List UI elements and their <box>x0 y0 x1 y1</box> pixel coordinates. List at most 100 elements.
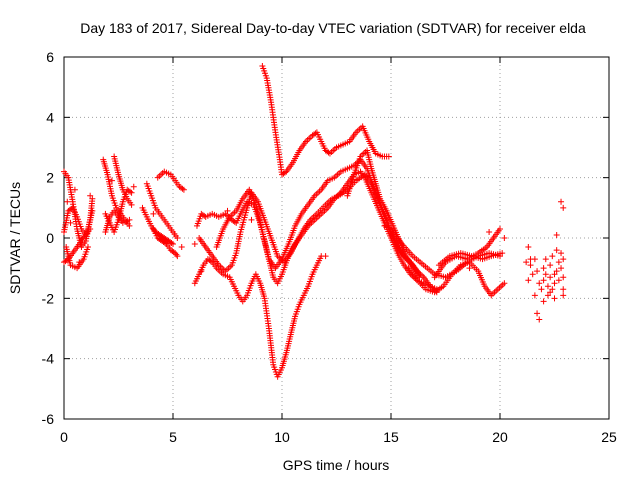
data-point <box>128 189 135 196</box>
data-point <box>174 253 181 260</box>
data-point <box>501 235 508 241</box>
y-tick-label: 0 <box>46 230 54 246</box>
data-point <box>538 286 545 293</box>
data-point <box>525 244 532 251</box>
y-tick-label: 6 <box>46 49 54 65</box>
data-point <box>385 153 392 160</box>
data-point <box>549 286 556 293</box>
x-tick-label: 25 <box>601 429 617 445</box>
data-point <box>555 259 562 266</box>
data-point <box>551 271 558 278</box>
data-point <box>198 268 205 275</box>
data-point <box>170 249 177 256</box>
data-point <box>551 280 558 287</box>
x-tick-labels: 0 5 10 15 20 25 <box>60 429 617 445</box>
data-point <box>89 195 96 202</box>
data-point <box>497 225 503 232</box>
data-point <box>501 280 508 287</box>
data-point <box>527 256 534 263</box>
data-point <box>542 256 549 263</box>
data-point <box>560 204 567 211</box>
data-point <box>527 262 534 269</box>
data-point <box>68 205 75 212</box>
data-point <box>525 277 532 284</box>
data-point <box>544 283 551 290</box>
data-point <box>87 192 94 199</box>
data-point <box>466 265 473 272</box>
data-point <box>558 265 565 272</box>
data-point <box>191 241 198 248</box>
y-tick-label: -6 <box>42 411 55 427</box>
data-point <box>312 130 319 137</box>
x-tick-label: 5 <box>169 429 177 445</box>
data-point <box>553 247 560 254</box>
data-point <box>560 286 567 293</box>
tick-marks <box>63 56 610 420</box>
data-point <box>555 277 562 284</box>
y-axis-label: SDTVAR / TECUs <box>7 182 23 294</box>
data-point <box>231 218 238 225</box>
data-point <box>560 292 567 299</box>
chart-title: Day 183 of 2017, Sidereal Day-to-day VTE… <box>80 20 586 36</box>
y-tick-labels: -6 -4 -2 0 2 4 6 <box>42 49 55 427</box>
y-tick-label: -2 <box>42 290 55 306</box>
y-tick-label: 2 <box>46 170 54 186</box>
data-point <box>540 277 547 284</box>
data-point <box>207 258 214 265</box>
data-point <box>64 198 71 205</box>
data-point <box>534 268 541 275</box>
x-tick-label: 20 <box>492 429 508 445</box>
data-point <box>558 198 565 205</box>
data-point <box>178 244 185 251</box>
data-point <box>170 241 176 248</box>
data-point <box>162 240 169 247</box>
data-point <box>536 280 543 287</box>
data-point <box>174 235 181 241</box>
data-point <box>224 207 231 214</box>
grid-lines <box>64 57 609 419</box>
data-point <box>553 268 560 275</box>
data-point <box>127 188 134 195</box>
data-point <box>531 292 538 299</box>
data-point <box>76 259 83 266</box>
data-point <box>542 271 549 278</box>
x-tick-label: 0 <box>60 429 68 445</box>
data-point <box>71 186 78 193</box>
data-point <box>108 177 115 184</box>
data-point <box>281 169 288 176</box>
data-point <box>523 259 530 266</box>
data-point <box>529 271 536 278</box>
x-tick-label: 10 <box>274 429 290 445</box>
data-point <box>150 210 157 217</box>
data-point <box>179 185 186 192</box>
data-point <box>499 250 506 257</box>
data-point <box>84 244 91 251</box>
data-point <box>67 219 74 226</box>
data-point <box>536 316 543 323</box>
data-point <box>551 295 558 302</box>
y-tick-label: -4 <box>42 351 55 367</box>
data-point <box>544 292 551 299</box>
data-point <box>126 222 133 229</box>
data-point <box>381 222 388 229</box>
data-point <box>168 240 175 247</box>
data-point <box>547 274 554 281</box>
data-point <box>128 201 135 208</box>
data-point <box>130 183 137 190</box>
x-axis-label: GPS time / hours <box>283 457 390 473</box>
data-point <box>540 265 547 272</box>
data-point <box>248 216 255 223</box>
data-point <box>89 207 96 214</box>
data-point <box>547 289 554 296</box>
data-point <box>540 298 547 305</box>
data-point <box>325 149 332 156</box>
data-point <box>322 253 329 260</box>
data-point <box>534 310 541 317</box>
data-point <box>558 250 565 257</box>
data-point <box>560 256 567 263</box>
y-tick-label: 4 <box>46 109 54 125</box>
data-point <box>547 262 554 269</box>
data-point <box>180 186 187 193</box>
x-tick-label: 15 <box>383 429 399 445</box>
